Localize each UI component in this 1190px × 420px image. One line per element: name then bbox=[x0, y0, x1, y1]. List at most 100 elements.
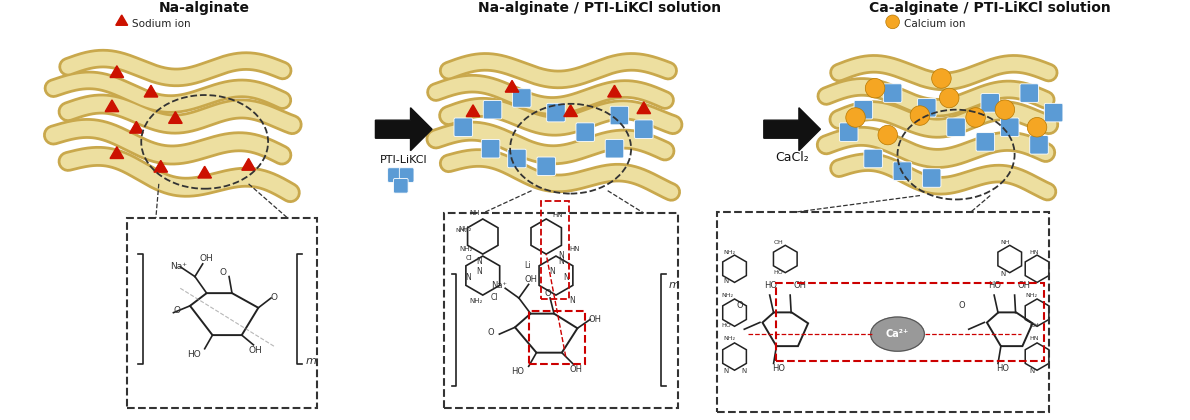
FancyBboxPatch shape bbox=[854, 100, 872, 119]
Text: O: O bbox=[959, 301, 965, 310]
Text: O: O bbox=[737, 301, 743, 310]
Text: N: N bbox=[724, 368, 729, 374]
Text: N: N bbox=[724, 278, 729, 284]
FancyBboxPatch shape bbox=[864, 149, 882, 168]
Polygon shape bbox=[375, 108, 432, 151]
FancyBboxPatch shape bbox=[634, 120, 653, 139]
Text: HN: HN bbox=[552, 212, 563, 218]
Text: N: N bbox=[476, 267, 482, 276]
Text: O: O bbox=[219, 268, 226, 277]
Text: HO: HO bbox=[996, 364, 1009, 373]
FancyBboxPatch shape bbox=[400, 168, 414, 182]
Text: N: N bbox=[558, 251, 564, 260]
Text: N: N bbox=[741, 368, 746, 374]
Polygon shape bbox=[637, 102, 651, 113]
Text: OH: OH bbox=[793, 281, 806, 290]
FancyBboxPatch shape bbox=[576, 123, 595, 142]
Text: HO: HO bbox=[988, 281, 1001, 290]
Text: OH: OH bbox=[774, 240, 783, 245]
Text: O: O bbox=[270, 293, 277, 302]
FancyBboxPatch shape bbox=[1045, 103, 1063, 122]
Polygon shape bbox=[169, 112, 182, 123]
FancyBboxPatch shape bbox=[610, 106, 628, 125]
FancyBboxPatch shape bbox=[922, 169, 941, 187]
Text: Sodium ion: Sodium ion bbox=[132, 19, 192, 29]
Text: NH₂: NH₂ bbox=[458, 226, 471, 232]
FancyBboxPatch shape bbox=[483, 100, 502, 119]
Polygon shape bbox=[144, 85, 158, 97]
Circle shape bbox=[910, 106, 929, 125]
FancyBboxPatch shape bbox=[1001, 118, 1019, 136]
Circle shape bbox=[885, 15, 900, 29]
FancyBboxPatch shape bbox=[1029, 136, 1048, 154]
FancyBboxPatch shape bbox=[917, 98, 937, 117]
Circle shape bbox=[966, 108, 985, 127]
FancyBboxPatch shape bbox=[537, 157, 556, 176]
Text: Na⁺: Na⁺ bbox=[491, 281, 508, 290]
Text: O: O bbox=[544, 289, 551, 298]
Text: OH: OH bbox=[200, 254, 213, 263]
FancyBboxPatch shape bbox=[513, 89, 531, 107]
Text: O: O bbox=[488, 328, 494, 337]
Text: NH₂: NH₂ bbox=[1026, 293, 1038, 298]
Text: NH: NH bbox=[469, 210, 480, 216]
Text: Li: Li bbox=[525, 261, 531, 270]
Polygon shape bbox=[198, 166, 212, 178]
Polygon shape bbox=[109, 147, 124, 158]
Text: HN: HN bbox=[570, 246, 581, 252]
FancyBboxPatch shape bbox=[883, 84, 902, 102]
Text: HN: HN bbox=[1029, 250, 1039, 255]
FancyBboxPatch shape bbox=[606, 139, 624, 158]
Text: HO: HO bbox=[764, 281, 777, 290]
Polygon shape bbox=[466, 105, 480, 116]
Polygon shape bbox=[130, 121, 143, 133]
Polygon shape bbox=[564, 105, 577, 116]
Text: Na-alginate: Na-alginate bbox=[159, 1, 250, 15]
Text: Cl: Cl bbox=[465, 255, 472, 261]
Text: Ca-alginate / PTI-LiKCl solution: Ca-alginate / PTI-LiKCl solution bbox=[870, 1, 1111, 15]
Text: HO: HO bbox=[774, 270, 783, 275]
Text: OH: OH bbox=[525, 276, 538, 284]
Text: PTI-LiKCl: PTI-LiKCl bbox=[380, 155, 427, 165]
Text: NH₂: NH₂ bbox=[722, 293, 734, 298]
Polygon shape bbox=[764, 108, 820, 151]
Polygon shape bbox=[242, 158, 256, 170]
Text: NH₂: NH₂ bbox=[724, 336, 735, 341]
Polygon shape bbox=[506, 80, 519, 92]
Circle shape bbox=[865, 79, 885, 98]
Text: HO: HO bbox=[511, 367, 524, 376]
FancyBboxPatch shape bbox=[546, 103, 565, 122]
Text: OH: OH bbox=[249, 346, 262, 354]
Text: HO: HO bbox=[771, 364, 784, 373]
FancyBboxPatch shape bbox=[894, 162, 912, 181]
Circle shape bbox=[939, 88, 959, 108]
Polygon shape bbox=[154, 160, 168, 172]
Text: HO: HO bbox=[722, 323, 732, 328]
Text: Cl: Cl bbox=[490, 293, 499, 302]
Text: N: N bbox=[550, 267, 555, 276]
FancyBboxPatch shape bbox=[388, 168, 402, 182]
Text: OH: OH bbox=[1017, 281, 1031, 290]
FancyBboxPatch shape bbox=[947, 118, 965, 136]
Circle shape bbox=[846, 108, 865, 127]
Text: OH: OH bbox=[588, 315, 601, 324]
FancyBboxPatch shape bbox=[839, 123, 858, 142]
Polygon shape bbox=[109, 66, 124, 77]
FancyBboxPatch shape bbox=[455, 118, 472, 136]
Polygon shape bbox=[105, 100, 119, 112]
Text: Na-alginate / PTI-LiKCl solution: Na-alginate / PTI-LiKCl solution bbox=[478, 1, 721, 15]
Text: N: N bbox=[558, 257, 564, 266]
Text: m: m bbox=[305, 357, 317, 366]
Text: N: N bbox=[465, 273, 471, 283]
Text: N: N bbox=[1000, 270, 1006, 277]
FancyBboxPatch shape bbox=[981, 94, 1000, 112]
Text: N: N bbox=[476, 257, 482, 266]
Circle shape bbox=[878, 125, 897, 145]
Polygon shape bbox=[115, 15, 127, 25]
Text: N: N bbox=[570, 296, 576, 305]
Text: NH₂: NH₂ bbox=[459, 246, 472, 252]
Circle shape bbox=[995, 100, 1015, 119]
Text: O: O bbox=[174, 306, 181, 315]
Text: CaCl₂: CaCl₂ bbox=[775, 151, 809, 164]
Text: Ca²⁺: Ca²⁺ bbox=[885, 329, 909, 339]
